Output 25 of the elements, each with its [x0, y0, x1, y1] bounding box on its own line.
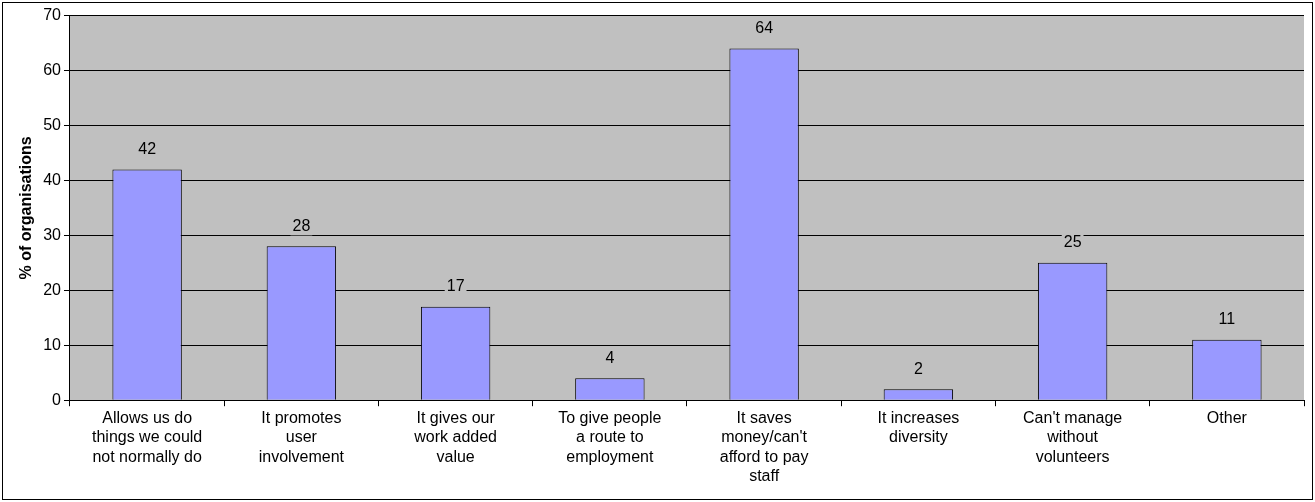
x-tick-label: To give people a route to employment — [558, 409, 662, 465]
data-label: 64 — [755, 18, 774, 36]
data-label: 28 — [292, 216, 311, 234]
y-tick-label: 30 — [43, 225, 62, 243]
x-tick-label: Allows us do things we could not normally do — [91, 409, 203, 465]
y-tick-label: 70 — [43, 6, 62, 24]
data-label: 17 — [446, 277, 465, 295]
data-label: 42 — [138, 139, 157, 157]
x-tick-label: It promotes user involvement — [258, 409, 345, 465]
data-label: 4 — [605, 348, 615, 366]
data-label: 25 — [1063, 233, 1082, 251]
x-tick-label: It gives our work added value — [413, 409, 497, 465]
y-tick-label: 20 — [43, 280, 62, 298]
data-label: 11 — [1218, 310, 1236, 328]
y-tick-label: 0 — [52, 390, 62, 408]
x-tick-label: It saves money/can't afford to pay staff — [719, 409, 809, 484]
x-tick-label: Other — [1206, 409, 1248, 427]
x-tick-label: Can't manage without volunteers — [1023, 409, 1123, 465]
x-tick-label: It increases diversity — [877, 409, 960, 446]
y-tick-label: 10 — [43, 335, 62, 353]
y-tick-label: 60 — [43, 60, 62, 78]
y-tick-label: 50 — [43, 115, 62, 133]
y-tick-label: 40 — [43, 170, 62, 188]
y-axis-title: % of organisations — [17, 136, 35, 280]
data-label: 2 — [913, 359, 923, 377]
